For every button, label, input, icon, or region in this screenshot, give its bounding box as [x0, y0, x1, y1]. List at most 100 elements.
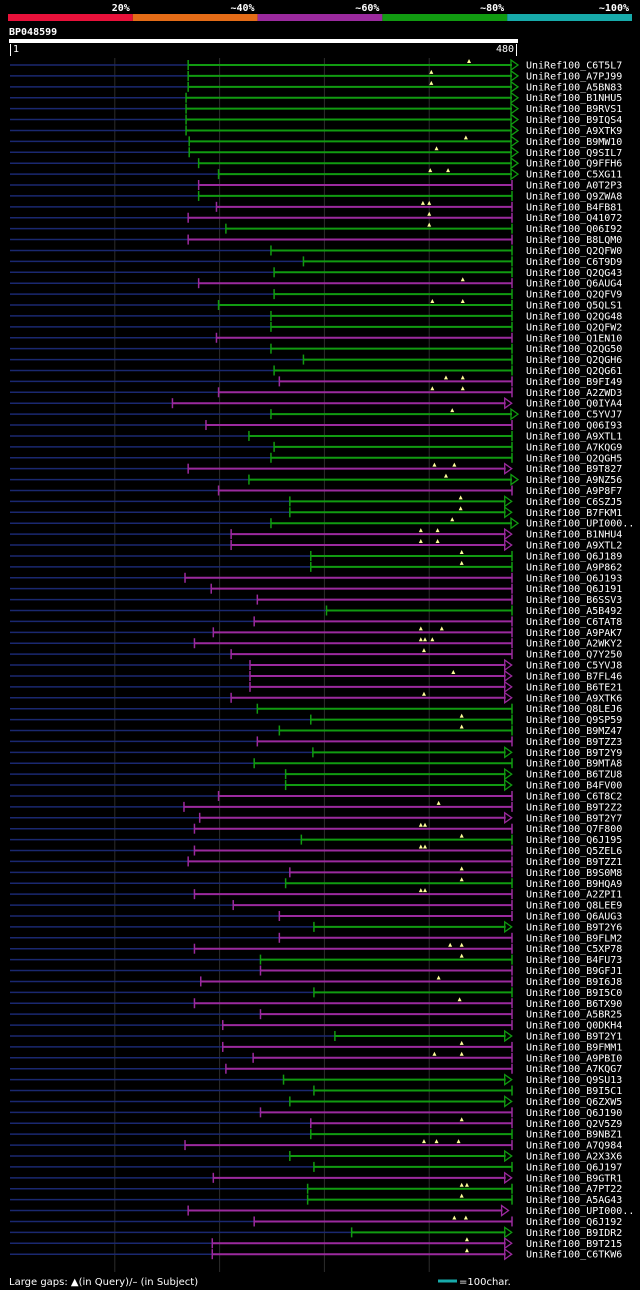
hit-row[interactable]: UniRef100_B9T2Y7	[10, 811, 622, 825]
hit-row[interactable]: UniRef100_Q2QFV9	[10, 289, 622, 301]
hit-label[interactable]: UniRef100_B9I5C0	[526, 988, 622, 999]
hit-label[interactable]: UniRef100_C5YVJ7	[526, 410, 622, 421]
hit-label[interactable]: UniRef100_Q06I93	[526, 421, 622, 432]
hit-label[interactable]: UniRef100_B6TE21	[526, 682, 622, 693]
hit-row[interactable]: UniRef100_Q9FFH6	[10, 156, 622, 170]
hit-row[interactable]: UniRef100_B9FI49	[10, 375, 622, 388]
hit-label[interactable]: UniRef100_B9T2Y9	[526, 748, 622, 759]
hit-row[interactable]: UniRef100_A7KQG7	[10, 1063, 622, 1076]
hit-row[interactable]: UniRef100_Q6J195	[10, 833, 622, 847]
hit-label[interactable]: UniRef100_B9T2Y7	[526, 813, 622, 824]
hit-row[interactable]: UniRef100_C6T8C2	[10, 790, 622, 803]
hit-label[interactable]: UniRef100_B7FKM1	[526, 508, 622, 519]
hit-label[interactable]: UniRef100_Q2QFW2	[526, 322, 622, 333]
hit-label[interactable]: UniRef100_C6T5L7	[526, 61, 622, 72]
hit-row[interactable]: UniRef100_Q8LEJ6	[10, 703, 622, 716]
hit-label[interactable]: UniRef100_C6TKW6	[526, 1250, 622, 1261]
hit-label[interactable]: UniRef100_B4FB81	[526, 202, 622, 213]
hit-row[interactable]: UniRef100_Q9ZWA8	[10, 190, 622, 203]
hit-row[interactable]: UniRef100_B6TE21	[10, 680, 622, 694]
hit-label[interactable]: UniRef100_Q6J197	[526, 1162, 622, 1173]
hit-row[interactable]: UniRef100_B9GFJ1	[10, 965, 622, 978]
hit-row[interactable]: UniRef100_A7KQG9	[10, 441, 622, 454]
hit-row[interactable]: UniRef100_Q6ZXW5	[10, 1095, 622, 1108]
hit-label[interactable]: UniRef100_C5XG11	[526, 170, 622, 181]
hit-row[interactable]: UniRef100_Q6AUG4	[10, 277, 622, 290]
hit-row[interactable]: UniRef100_B9HQA9	[10, 877, 622, 890]
hit-label[interactable]: UniRef100_UPI000..	[526, 519, 634, 530]
hit-row[interactable]: UniRef100_A2WKY2	[10, 637, 622, 650]
hit-row[interactable]: UniRef100_B9IDR2	[10, 1226, 622, 1239]
hit-label[interactable]: UniRef100_Q2QGH6	[526, 355, 622, 366]
hit-row[interactable]: UniRef100_Q2QFW0	[10, 245, 622, 257]
hit-label[interactable]: UniRef100_Q9SP59	[526, 715, 622, 726]
hit-label[interactable]: UniRef100_C5YVJ8	[526, 661, 622, 672]
hit-label[interactable]: UniRef100_B6SSV3	[526, 595, 622, 606]
hit-label[interactable]: UniRef100_B9FLM2	[526, 933, 622, 944]
hit-label[interactable]: UniRef100_A7KQG7	[526, 1064, 622, 1075]
hit-row[interactable]: UniRef100_Q6J189	[10, 549, 622, 563]
hit-row[interactable]: UniRef100_Q5QLS1	[10, 299, 622, 312]
hit-row[interactable]: UniRef100_Q6J197	[10, 1161, 622, 1174]
hit-label[interactable]: UniRef100_B9NBZ1	[526, 1130, 622, 1141]
hit-label[interactable]: UniRef100_UPI000..	[526, 1206, 634, 1217]
hit-label[interactable]: UniRef100_C6T9D9	[526, 257, 622, 268]
hit-label[interactable]: UniRef100_A9XTL2	[526, 541, 622, 552]
hit-label[interactable]: UniRef100_Q2QFV9	[526, 290, 622, 301]
hit-label[interactable]: UniRef100_Q5ZEL6	[526, 846, 622, 857]
hit-label[interactable]: UniRef100_A7PJ99	[526, 71, 622, 82]
hit-label[interactable]: UniRef100_B4FU73	[526, 955, 622, 966]
hit-label[interactable]: UniRef100_A9XTL1	[526, 431, 622, 442]
hit-row[interactable]: UniRef100_B8LQM0	[10, 234, 622, 247]
hit-row[interactable]: UniRef100_B9T827	[10, 462, 622, 476]
hit-label[interactable]: UniRef100_A5BN83	[526, 82, 622, 93]
hit-label[interactable]: UniRef100_B9IQS4	[526, 115, 622, 126]
hit-row[interactable]: UniRef100_Q0DKH4	[10, 1020, 622, 1032]
hit-label[interactable]: UniRef100_Q0DKH4	[526, 1021, 622, 1032]
hit-label[interactable]: UniRef100_A7PT22	[526, 1184, 622, 1195]
hit-row[interactable]: UniRef100_Q2QFW2	[10, 321, 622, 334]
hit-row[interactable]: UniRef100_B6TZU8	[10, 767, 622, 781]
hit-label[interactable]: UniRef100_A2X3X6	[526, 1152, 622, 1163]
hit-row[interactable]: UniRef100_Q06I93	[10, 420, 622, 432]
hit-label[interactable]: UniRef100_Q2QG43	[526, 268, 622, 279]
hit-label[interactable]: UniRef100_A9P8F7	[526, 486, 622, 497]
hit-row[interactable]: UniRef100_B9TZZ1	[10, 856, 622, 868]
hit-row[interactable]: UniRef100_B9FMM1	[10, 1040, 622, 1054]
hit-label[interactable]: UniRef100_A9P862	[526, 562, 622, 573]
hit-label[interactable]: UniRef100_A7Q984	[526, 1141, 622, 1152]
hit-label[interactable]: UniRef100_B9FMM1	[526, 1042, 622, 1053]
hit-row[interactable]: UniRef100_A9PBI0	[10, 1051, 622, 1065]
hit-row[interactable]: UniRef100_Q06I92	[10, 222, 622, 236]
hit-label[interactable]: UniRef100_Q6J191	[526, 584, 622, 595]
hit-label[interactable]: UniRef100_Q6AUG4	[526, 279, 622, 290]
hit-label[interactable]: UniRef100_A2ZWD3	[526, 388, 622, 399]
hit-label[interactable]: UniRef100_A0T2P3	[526, 181, 622, 192]
hit-row[interactable]: UniRef100_B9FLM2	[10, 932, 622, 945]
hit-row[interactable]: UniRef100_C5XG11	[10, 167, 622, 181]
hit-label[interactable]: UniRef100_Q6ZXW5	[526, 1097, 622, 1108]
hit-row[interactable]: UniRef100_A7PT22	[10, 1182, 622, 1196]
hit-row[interactable]: UniRef100_B9NBZ1	[10, 1129, 622, 1141]
hit-row[interactable]: UniRef100_Q2V5Z9	[10, 1117, 622, 1130]
hit-row[interactable]: UniRef100_Q7Y250	[10, 648, 622, 661]
hit-label[interactable]: UniRef100_A9PAK7	[526, 628, 622, 639]
hit-row[interactable]: UniRef100_A9PAK7	[10, 626, 622, 639]
hit-row[interactable]: UniRef100_C6T5L7	[10, 58, 622, 72]
hit-label[interactable]: UniRef100_A9PBI0	[526, 1053, 622, 1064]
hit-label[interactable]: UniRef100_A2ZPI1	[526, 890, 622, 901]
hit-row[interactable]: UniRef100_A2ZPI1	[10, 888, 622, 901]
hit-label[interactable]: UniRef100_B9TZZ3	[526, 737, 622, 748]
hit-label[interactable]: UniRef100_B1NHU4	[526, 530, 622, 541]
hit-label[interactable]: UniRef100_B7FL46	[526, 671, 622, 682]
hit-row[interactable]: UniRef100_Q2QG61	[10, 365, 622, 377]
hit-label[interactable]: UniRef100_B9I5C1	[526, 1086, 622, 1097]
hit-label[interactable]: UniRef100_Q2QFW0	[526, 246, 622, 257]
hit-label[interactable]: UniRef100_B8LQM0	[526, 235, 622, 246]
hit-label[interactable]: UniRef100_Q2V5Z9	[526, 1119, 622, 1130]
hit-row[interactable]: UniRef100_Q6J190	[10, 1107, 622, 1119]
hit-row[interactable]: UniRef100_B9TZZ3	[10, 736, 622, 748]
hit-label[interactable]: UniRef100_A5BR25	[526, 1010, 622, 1021]
hit-row[interactable]: UniRef100_Q2QGH5	[10, 452, 622, 465]
hit-label[interactable]: UniRef100_Q9SIL7	[526, 148, 622, 159]
